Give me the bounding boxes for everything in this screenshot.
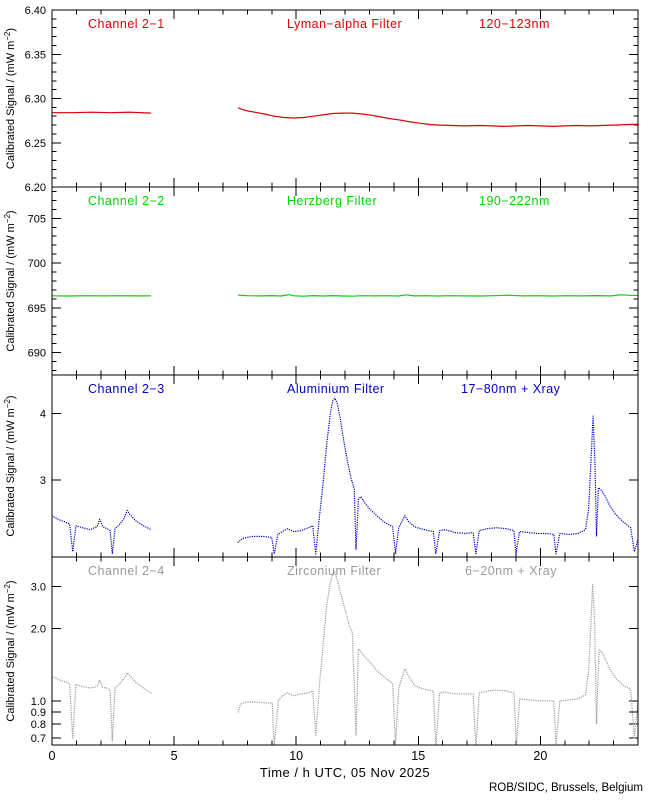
y-axis-title: Calibrated Signal / (mW m−2) [3, 580, 17, 721]
y-ticks [52, 9, 638, 188]
x-tick-label: 20 [533, 749, 547, 763]
y-axis-title: Calibrated Signal / (mW m−2) [3, 395, 17, 536]
y-tick-label: 3 [40, 475, 46, 487]
series-channel-2-2 [52, 294, 638, 297]
y-tick-label: 6.35 [25, 49, 46, 61]
panel-frame [51, 186, 639, 376]
y-tick-label: 4 [40, 408, 46, 420]
y-tick-label: 3.0 [31, 581, 46, 593]
y-ticks [52, 412, 638, 481]
panel-channel-label: Channel 2−3 [88, 382, 165, 396]
generated-plot-layers: 6.20 6.25 6.30 6.35 6.40 Channel 2−1 Lyman−alp… [3, 5, 639, 763]
y-tick-label: 6.20 [25, 182, 46, 194]
x-tick-label: 5 [171, 749, 178, 763]
panel-channel-2-2: 690 695 700 705 Channel 2−2 Herzberg Filter 19… [3, 186, 639, 376]
panel-band-label: 6−20nm + Xray [465, 564, 557, 578]
series-channel-2-4 [52, 571, 638, 745]
y-axis-title: Calibrated Signal / (mW m−2) [3, 28, 17, 169]
y-tick-label: 0.8 [31, 719, 46, 731]
panel-channel-label: Channel 2−1 [88, 17, 165, 31]
panel-filter-label: Lyman−alpha Filter [287, 17, 402, 31]
y-tick-label: 695 [28, 303, 46, 315]
y-tick-label: 0.7 [31, 733, 46, 745]
panel-filter-label: Zirconium Filter [287, 564, 381, 578]
x-tick-label: 10 [289, 749, 303, 763]
y-tick-label: 2.0 [31, 624, 46, 636]
panel-band-label: 120−123nm [479, 17, 550, 31]
panel-band-label: 17−80nm + Xray [461, 382, 561, 396]
x-ticks [75, 375, 615, 557]
x-tick-label: 0 [49, 749, 56, 763]
x-ticks [75, 187, 615, 375]
series-channel-2-3 [52, 398, 638, 555]
y-tick-label: 1.0 [31, 696, 46, 708]
y-tick-label: 690 [28, 348, 46, 360]
panel-frame [51, 9, 639, 188]
panel-filter-label: Herzberg Filter [287, 194, 377, 208]
y-tick-label: 6.40 [25, 5, 46, 17]
series-channel-2-1 [52, 107, 638, 127]
panel-channel-2-1: 6.20 6.25 6.30 6.35 6.40 Channel 2−1 Lyman−alp… [3, 5, 639, 194]
panel-filter-label: Aluminium Filter [287, 382, 385, 396]
credit-text: ROB/SIDC, Brussels, Belgium [489, 782, 643, 794]
panel-channel-label: Channel 2−4 [88, 564, 165, 578]
x-ticks [75, 10, 615, 187]
panel-channel-2-4: 0.7 0.80.91.0 2.0 3.0 Channel 2−4 Zirconium F… [3, 556, 639, 746]
x-tick-label: 15 [411, 749, 425, 763]
y-axis-title: Calibrated Signal / (mW m−2) [3, 210, 17, 351]
x-ticks [75, 557, 615, 745]
panel-channel-label: Channel 2−2 [88, 194, 165, 208]
y-tick-label: 705 [28, 213, 46, 225]
y-ticks [52, 585, 638, 739]
y-tick-label: 6.30 [25, 94, 46, 106]
panel-channel-2-3: 3 4 Channel 2−3 Aluminium Filter 17−80nm + X… [3, 374, 639, 558]
x-axis-title: Time / h UTC, 05 Nov 2025 [260, 765, 430, 780]
y-tick-label: 0.9 [31, 707, 46, 719]
panel-frame [51, 556, 639, 746]
panel-frame [51, 374, 639, 558]
y-tick-label: 700 [28, 258, 46, 270]
y-ticks [52, 190, 638, 372]
panel-band-label: 190−222nm [479, 194, 550, 208]
y-tick-label: 6.25 [25, 138, 46, 150]
